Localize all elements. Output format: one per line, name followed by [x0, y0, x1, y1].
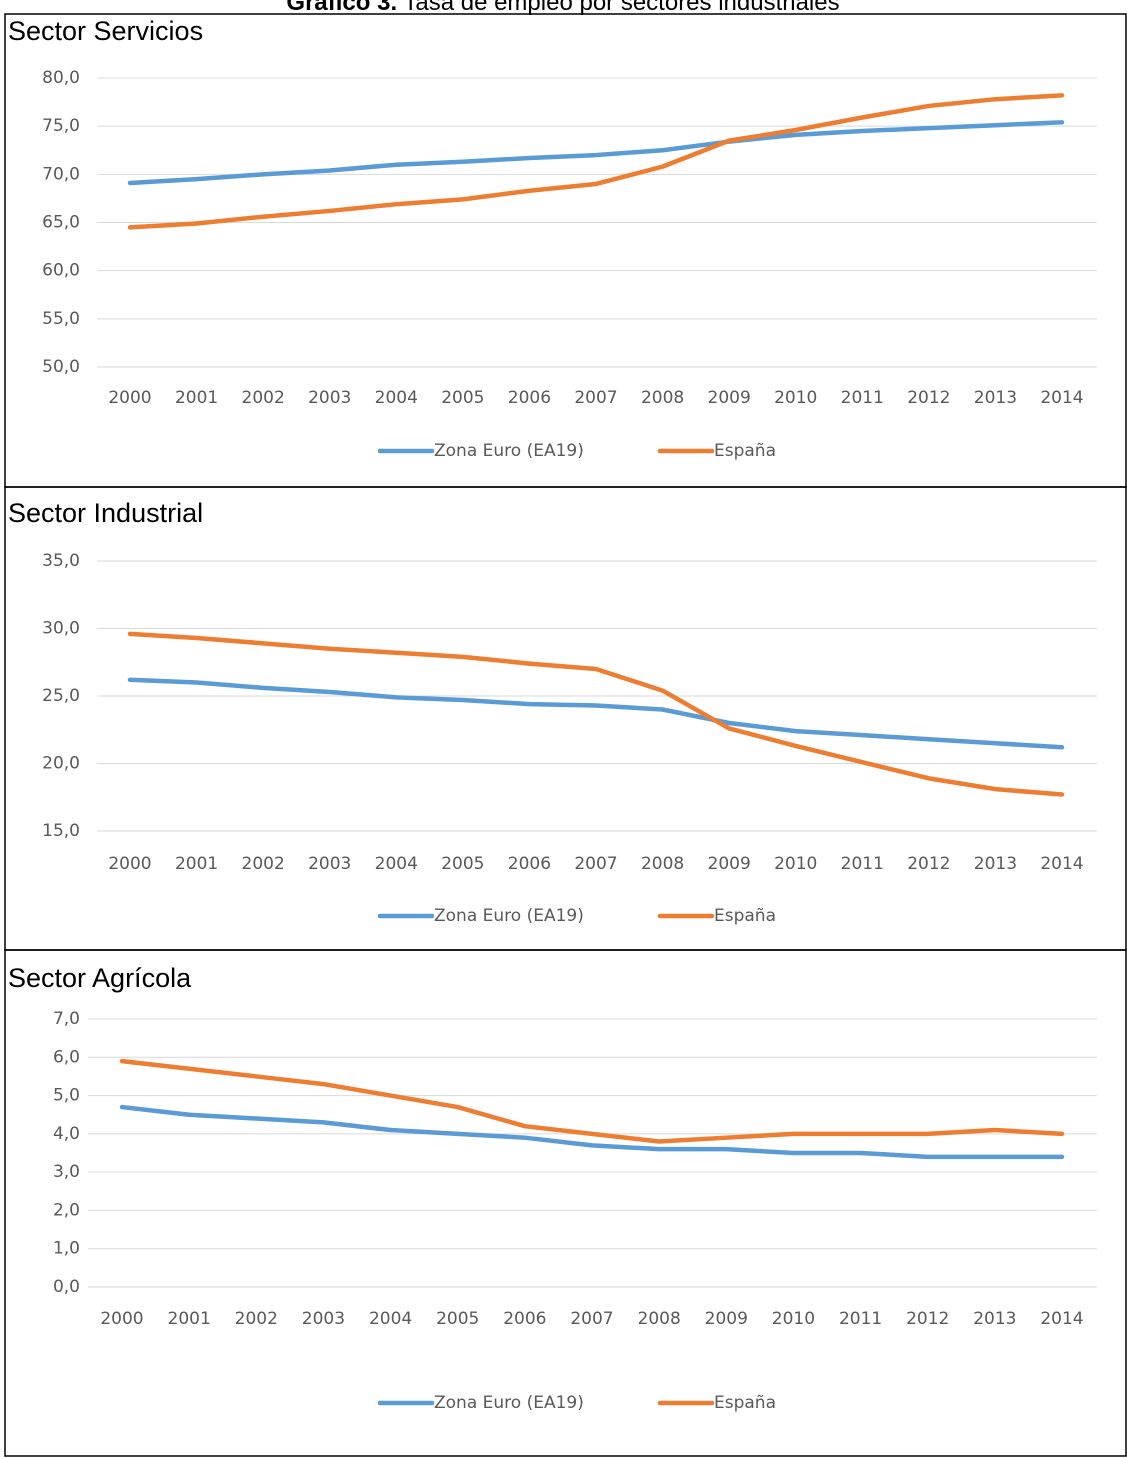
x-tick-label: 2014 — [1040, 1309, 1083, 1329]
y-tick-label: 3,0 — [53, 1162, 80, 1182]
x-tick-label: 2008 — [641, 854, 684, 874]
x-tick-label: 2003 — [308, 388, 351, 408]
x-tick-label: 2014 — [1040, 388, 1083, 408]
x-tick-label: 2010 — [772, 1309, 815, 1329]
x-tick-label: 2011 — [839, 1309, 882, 1329]
panel-frame — [4, 13, 1127, 488]
title-rest: Tasa de empleo por sectores industriales — [403, 0, 839, 16]
series-line — [119, 1104, 1065, 1160]
y-tick-label: 65,0 — [42, 213, 80, 233]
x-tick-label: 2013 — [974, 854, 1017, 874]
title-bold: Gráfico 3. — [286, 0, 397, 16]
x-tick-label: 2006 — [508, 388, 551, 408]
series-line — [119, 1058, 1065, 1144]
x-tick-label: 2009 — [708, 388, 751, 408]
panel-title: Sector Industrial — [8, 498, 203, 528]
x-tick-label: 2008 — [641, 388, 684, 408]
x-tick-label: 2001 — [168, 1309, 211, 1329]
x-tick-label: 2005 — [441, 388, 484, 408]
x-tick-label: 2010 — [774, 388, 817, 408]
x-tick-label: 2000 — [108, 388, 151, 408]
y-tick-label: 5,0 — [53, 1086, 80, 1106]
x-tick-label: 2004 — [375, 388, 418, 408]
y-tick-label: 55,0 — [42, 309, 80, 329]
x-tick-label: 2011 — [841, 854, 884, 874]
x-tick-label: 2002 — [242, 854, 285, 874]
y-tick-label: 50,0 — [42, 357, 80, 377]
x-tick-label: 2002 — [235, 1309, 278, 1329]
x-tick-label: 2005 — [436, 1309, 479, 1329]
x-tick-label: 2006 — [503, 1309, 546, 1329]
x-tick-label: 2000 — [100, 1309, 143, 1329]
y-tick-label: 1,0 — [53, 1239, 80, 1259]
x-tick-label: 2014 — [1040, 854, 1083, 874]
series-line — [127, 93, 1065, 230]
y-tick-label: 4,0 — [53, 1124, 80, 1144]
x-tick-label: 2000 — [108, 854, 151, 874]
y-tick-label: 75,0 — [42, 116, 80, 136]
x-tick-label: 2001 — [175, 854, 218, 874]
x-tick-label: 2009 — [705, 1309, 748, 1329]
x-tick-label: 2012 — [907, 854, 950, 874]
x-tick-label: 2013 — [974, 388, 1017, 408]
x-tick-label: 2011 — [841, 388, 884, 408]
y-tick-label: 80,0 — [42, 68, 80, 88]
y-tick-label: 70,0 — [42, 164, 80, 184]
x-tick-label: 2005 — [441, 854, 484, 874]
legend-label: España — [714, 441, 776, 461]
y-tick-label: 20,0 — [42, 754, 80, 774]
y-tick-label: 35,0 — [42, 551, 80, 571]
x-tick-label: 2003 — [302, 1309, 345, 1329]
y-tick-label: 30,0 — [42, 619, 80, 639]
panel-title: Sector Agrícola — [8, 963, 192, 993]
x-tick-label: 2006 — [508, 854, 551, 874]
y-tick-label: 60,0 — [42, 261, 80, 281]
x-tick-label: 2001 — [175, 388, 218, 408]
x-tick-label: 2003 — [308, 854, 351, 874]
legend-label: Zona Euro (EA19) — [434, 1393, 584, 1413]
y-tick-label: 15,0 — [42, 821, 80, 841]
x-tick-label: 2012 — [906, 1309, 949, 1329]
y-tick-label: 0,0 — [53, 1277, 80, 1297]
panel-frame — [4, 949, 1127, 1457]
x-tick-label: 2002 — [242, 388, 285, 408]
y-tick-label: 6,0 — [53, 1047, 80, 1067]
page-title: Gráfico 3. Tasa de empleo por sectores i… — [286, 0, 839, 16]
legend-label: España — [714, 906, 776, 926]
x-tick-label: 2004 — [375, 854, 418, 874]
series-line — [127, 677, 1065, 750]
panel-frame — [4, 486, 1127, 951]
x-tick-label: 2007 — [570, 1309, 613, 1329]
x-tick-label: 2009 — [708, 854, 751, 874]
y-tick-label: 25,0 — [42, 686, 80, 706]
y-tick-label: 7,0 — [53, 1009, 80, 1029]
x-tick-label: 2013 — [973, 1309, 1016, 1329]
x-tick-label: 2007 — [574, 388, 617, 408]
legend-label: Zona Euro (EA19) — [434, 441, 584, 461]
x-tick-label: 2007 — [574, 854, 617, 874]
x-tick-label: 2012 — [907, 388, 950, 408]
x-tick-label: 2004 — [369, 1309, 412, 1329]
x-tick-label: 2008 — [638, 1309, 681, 1329]
legend-label: Zona Euro (EA19) — [434, 906, 584, 926]
panel-title: Sector Servicios — [8, 16, 203, 46]
y-tick-label: 2,0 — [53, 1200, 80, 1220]
series-line — [127, 631, 1065, 797]
series-line — [127, 120, 1065, 186]
legend-label: España — [714, 1393, 776, 1413]
x-tick-label: 2010 — [774, 854, 817, 874]
